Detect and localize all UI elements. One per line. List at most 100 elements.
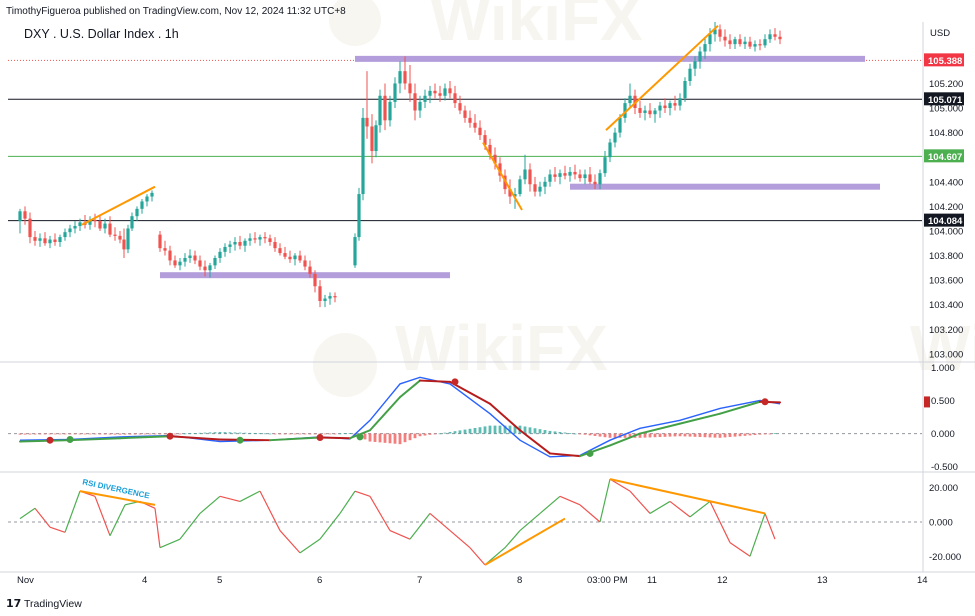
candle-body (698, 51, 702, 62)
tradingview-logo[interactable]: 17 TradingView (6, 597, 82, 610)
time-tick-label: 13 (817, 575, 828, 586)
price-tick-label: 103.600 (929, 276, 963, 287)
time-tick-label: 12 (717, 575, 728, 586)
candle-body (493, 154, 497, 164)
macd-histogram-bar (703, 433, 707, 438)
macd-histogram-bar (563, 432, 567, 434)
candle-body (468, 117, 472, 123)
macd-histogram-bar (218, 431, 222, 434)
macd-histogram-bar (258, 433, 262, 435)
macd-histogram-bar (658, 433, 662, 438)
last-price-badge-bg (924, 53, 964, 67)
candle-body (543, 181, 547, 187)
macd-histogram-bar (368, 433, 372, 442)
candle-body (413, 93, 417, 111)
macd-histogram-bar (508, 425, 512, 434)
macd-histogram-bar (653, 433, 657, 438)
rsi-line (279, 530, 301, 554)
candle-body (328, 296, 332, 299)
rsi-divergence-line (609, 478, 766, 515)
candle-body (453, 93, 457, 104)
macd-histogram-bar (548, 430, 552, 434)
candle-body (103, 223, 107, 229)
candle-body (603, 157, 607, 174)
watermark-text-top: WikiFX (430, 0, 643, 54)
macd-histogram-bar (543, 430, 547, 434)
macd-histogram-bar (173, 433, 177, 435)
macd-cross-marker (356, 433, 364, 441)
candle-body (213, 257, 217, 266)
horizontal-levels (8, 98, 922, 222)
macd-histogram-bar (293, 433, 297, 435)
time-tick-label: 6 (317, 575, 322, 586)
macd-histogram-bar (68, 433, 72, 435)
rsi-line (159, 538, 181, 549)
macd-histogram-bar (428, 433, 432, 435)
candle-body (193, 255, 197, 261)
candle-body (318, 286, 322, 302)
macd-histogram-bar (213, 432, 217, 434)
macd-histogram-bar (503, 425, 507, 434)
price-tick-label: 105.000 (929, 104, 963, 115)
macd-histogram-bar (623, 433, 627, 438)
candle-body (538, 186, 542, 192)
price-tick-label: 103.000 (929, 349, 963, 360)
candle-body (150, 192, 154, 197)
candle-body (145, 196, 149, 202)
macd-histogram-bar (378, 433, 382, 443)
macd-histogram-bar (383, 433, 387, 443)
macd-histogram-bar (38, 433, 42, 435)
candle-body (498, 163, 502, 176)
macd-histogram-bar (63, 433, 67, 435)
publisher-caption: TimothyFigueroa published on TradingView… (6, 6, 346, 17)
price-tick-label: 104.400 (929, 177, 963, 188)
candle-body (383, 95, 387, 121)
candle-body (618, 117, 622, 133)
macd-histogram-bar (418, 433, 422, 437)
rsi-line (259, 490, 281, 531)
candle-body (173, 260, 177, 266)
candle-body (208, 265, 212, 271)
candle-body (473, 122, 477, 128)
macd-histogram-bar (103, 433, 107, 435)
macd-signal-line (119, 435, 171, 440)
candle-body (528, 169, 532, 185)
candle-body (243, 240, 247, 246)
macd-histogram-bar (488, 425, 492, 434)
last-price-badge: 105.388 (928, 56, 962, 67)
trendline (605, 24, 719, 131)
price-axis[interactable]: 105.400105.200105.000104.800104.400104.2… (924, 53, 964, 563)
candle-body (168, 250, 172, 261)
candle-body (548, 174, 552, 182)
time-axis[interactable]: Nov 4 5 6 7 8 03:00 PM 11 12 13 14 (17, 575, 928, 586)
macd-histogram-bar (143, 433, 147, 435)
macd-signal-line (399, 379, 421, 399)
macd-value-marker (924, 396, 930, 408)
watermark-text-right: WikiFX (910, 312, 975, 384)
macd-histogram-bar (708, 433, 712, 438)
macd-signal-line (639, 422, 681, 435)
zone-bar (570, 183, 880, 190)
rsi-line (504, 530, 521, 549)
rsi-line (599, 479, 611, 523)
candle-body (408, 83, 412, 94)
macd-histogram-bar (453, 431, 457, 434)
macd-signal-line (269, 436, 321, 442)
macd-histogram-bar (163, 433, 167, 435)
candle-body (233, 242, 237, 245)
symbol-title[interactable]: DXY . U.S. Dollar Index . 1h (24, 27, 179, 41)
macd-histogram-bar (663, 433, 667, 437)
rsi-line (219, 495, 241, 503)
candle-body (663, 105, 667, 109)
candle-body (130, 216, 134, 229)
trendline (81, 185, 156, 226)
macd-histogram-bar (303, 433, 307, 435)
candle-body (228, 244, 232, 247)
candle-body (28, 218, 32, 238)
macd-histogram-bar (128, 433, 132, 435)
candle-body (365, 117, 369, 127)
rsi-line (609, 478, 631, 492)
macd-histogram-bar (628, 433, 632, 438)
candle-body (483, 135, 487, 145)
candle-body (403, 71, 407, 84)
